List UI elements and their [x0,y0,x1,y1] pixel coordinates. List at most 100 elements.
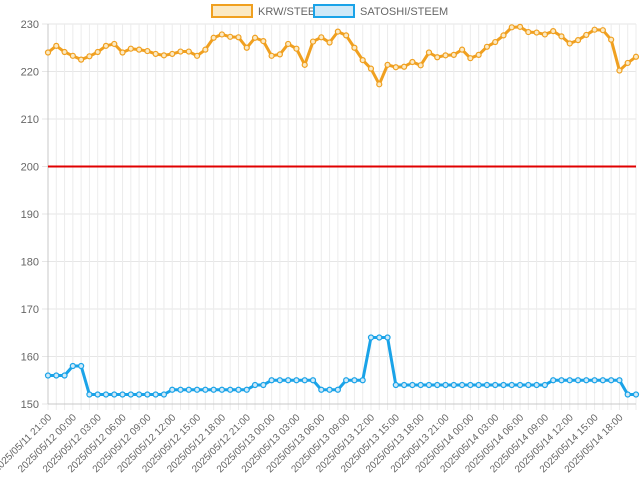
data-point [326,39,333,46]
data-point [384,334,391,341]
legend-label: SATOSHI/STEEM [360,6,448,18]
data-point [417,62,424,69]
data-point [61,48,68,56]
data-point [169,386,176,393]
series-satoshi-steem [44,334,640,398]
data-point [285,377,292,384]
data-point [78,56,85,63]
data-point [450,381,457,389]
data-point [467,55,474,62]
legend-label: KRW/STEEM [258,6,324,18]
data-point [193,52,201,59]
data-point [276,377,283,384]
data-point [516,23,524,30]
data-point [119,391,126,398]
data-point [409,58,416,66]
data-point [218,31,226,38]
series-group [44,23,640,398]
data-point [235,34,242,41]
data-point [550,28,557,35]
data-point [169,50,176,58]
data-point [525,28,532,36]
data-point [160,391,168,398]
data-point [483,381,491,389]
data-point [508,381,515,389]
data-point [608,36,615,43]
data-point [251,381,259,389]
data-point [185,48,192,55]
data-point [508,24,515,31]
data-point [583,377,590,384]
data-point [119,49,126,56]
data-point [210,34,217,41]
data-point [409,381,416,389]
data-point [53,42,60,49]
data-point [152,391,159,398]
data-point [608,377,615,384]
data-point [483,43,491,50]
data-point [309,377,317,384]
data-point [69,362,76,370]
data-point [276,51,283,58]
data-point [492,38,499,46]
data-point [343,377,350,384]
data-point [376,334,383,341]
data-point [450,51,457,58]
data-point [309,38,317,45]
data-point [591,377,598,384]
y-tick-label: 200 [21,162,39,174]
data-point [102,391,110,398]
data-point [334,386,341,393]
series-krw-steem [44,23,640,88]
y-tick-label: 160 [21,352,39,364]
data-point [467,381,474,389]
data-point [392,381,399,389]
data-point [351,377,358,384]
data-point [86,391,93,398]
data-point [533,29,540,36]
data-point [268,52,275,59]
data-point [500,381,507,389]
data-point [458,381,466,389]
data-point [69,52,76,59]
data-point [177,48,184,55]
data-point [458,46,466,53]
data-point [599,27,606,34]
data-point [127,45,134,52]
data-point [475,51,482,58]
data-point [566,377,573,384]
y-tick-label: 170 [21,304,39,316]
data-point [343,32,350,39]
data-point [268,377,275,384]
data-point [425,381,433,389]
data-point [177,386,184,393]
data-point [243,386,250,393]
data-point [285,40,292,48]
data-point [202,386,209,393]
data-point [227,33,234,40]
data-point [434,381,441,389]
data-point [160,52,168,59]
data-point [558,377,565,384]
data-point [86,53,93,60]
data-point [94,48,101,56]
data-point [574,37,582,44]
y-tick-label: 230 [21,19,39,31]
data-point [152,50,159,58]
data-point [591,26,598,33]
data-point [243,44,250,51]
data-point [218,386,226,393]
data-point [227,386,234,393]
data-point [541,31,549,38]
data-point [351,44,358,51]
data-point [78,362,85,370]
data-point [425,49,433,56]
data-point [326,386,333,393]
y-axis: 150 160 170 180 190 200 210 220 230 [21,19,39,411]
data-point [111,391,118,398]
data-point [193,386,201,393]
data-point [260,381,267,389]
data-point [566,40,573,47]
